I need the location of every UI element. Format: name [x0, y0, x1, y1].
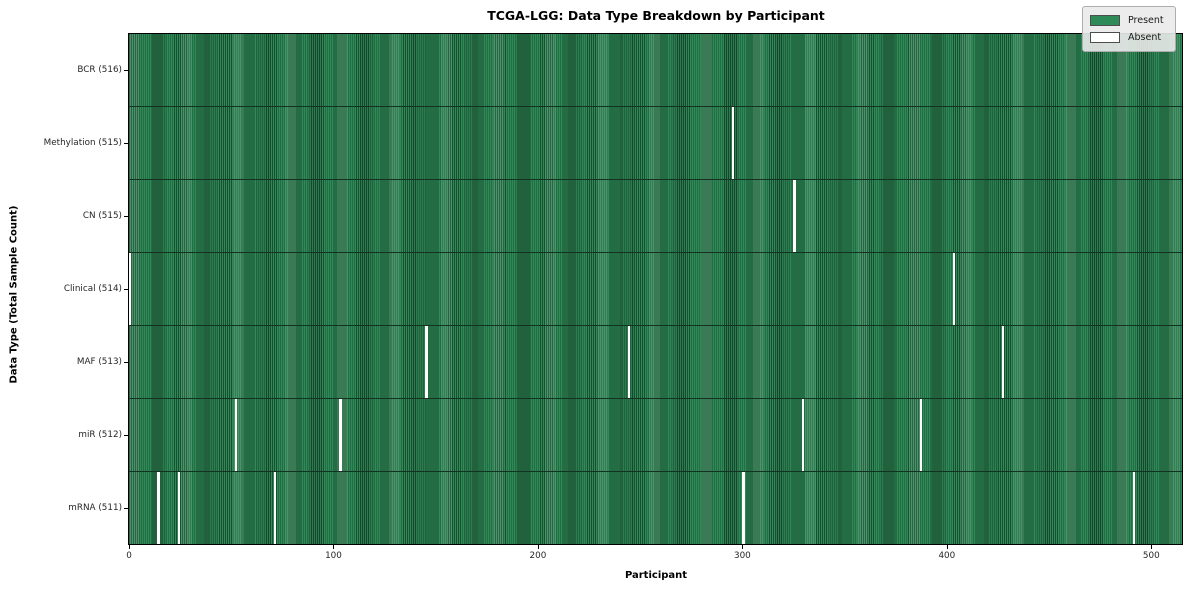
heatmap-row-cn — [129, 180, 1182, 253]
x-tick-label-200: 200 — [529, 551, 547, 561]
x-tick-label-400: 400 — [938, 551, 956, 561]
present-swatch — [1090, 15, 1120, 26]
y-tick-label-cn: CN (515) — [82, 210, 122, 221]
x-tick-mark — [1151, 545, 1153, 549]
absent-gap — [235, 399, 238, 471]
legend-entry-present: Present — [1090, 12, 1168, 29]
x-tick-labels: 0 100 200 300 400 500 — [126, 545, 1183, 575]
absent-gap — [920, 399, 923, 471]
absent-gap — [793, 180, 796, 252]
x-tick-mark — [946, 545, 948, 549]
legend-entry-absent: Absent — [1090, 29, 1168, 46]
y-tick-label-clinical: Clinical (514) — [63, 284, 122, 294]
absent-gap — [1132, 472, 1136, 544]
absent-gap — [742, 472, 745, 544]
x-tick-label-500: 500 — [1142, 551, 1160, 561]
y-tick-label-maf: MAF (513) — [76, 357, 122, 368]
absent-gap — [627, 326, 631, 398]
absent-gap — [274, 472, 277, 544]
chart-title: TCGA-LGG: Data Type Breakdown by Partici… — [487, 8, 825, 23]
legend: Present Absent — [1082, 6, 1176, 52]
x-tick-mark — [333, 545, 335, 549]
heatmap-row-maf — [129, 326, 1182, 399]
y-tick-label-mir: miR (512) — [78, 430, 122, 441]
heatmap-row-clinical — [129, 253, 1182, 326]
present-label: Present — [1128, 15, 1164, 26]
y-tick-mark — [124, 69, 128, 71]
absent-gap — [157, 472, 160, 544]
heatmap-row-bcr — [129, 34, 1182, 107]
absent-gap — [339, 399, 342, 471]
x-tick-mark — [537, 545, 539, 549]
absent-label: Absent — [1128, 32, 1162, 43]
y-tick-label-methylation: Methylation (515) — [43, 137, 122, 148]
absent-gap — [425, 326, 428, 398]
y-tick-mark — [124, 215, 128, 217]
y-tick-mark — [124, 289, 128, 290]
y-tick-mark — [124, 142, 128, 144]
x-tick-label-0: 0 — [126, 551, 132, 561]
heatmap-row-mir — [129, 399, 1182, 472]
absent-gap — [801, 399, 804, 471]
x-axis-label: Participant — [624, 570, 688, 581]
absent-gap — [1001, 326, 1005, 398]
x-tick-label-300: 300 — [733, 551, 751, 561]
absent-gap — [952, 253, 956, 325]
absent-swatch — [1090, 32, 1120, 43]
plot-area — [128, 33, 1183, 545]
y-tick-mark — [124, 508, 128, 510]
absent-gap — [177, 472, 181, 544]
y-tick-mark — [124, 435, 128, 437]
heatmap-row-mrna — [129, 472, 1182, 544]
y-tick-mark — [124, 362, 128, 364]
absent-gap — [731, 107, 735, 179]
y-tick-labels: BCR (516) Methylation (515) CN (515) Clinic… — [0, 33, 122, 545]
x-tick-label-100: 100 — [325, 551, 342, 561]
y-tick-label-bcr: BCR (516) — [77, 64, 122, 75]
absent-gap — [129, 253, 132, 325]
x-tick-mark — [742, 545, 744, 549]
y-tick-label-mrna: mRNA (511) — [68, 503, 122, 514]
heatmap-row-methylation — [129, 107, 1182, 180]
x-tick-mark — [129, 545, 131, 549]
